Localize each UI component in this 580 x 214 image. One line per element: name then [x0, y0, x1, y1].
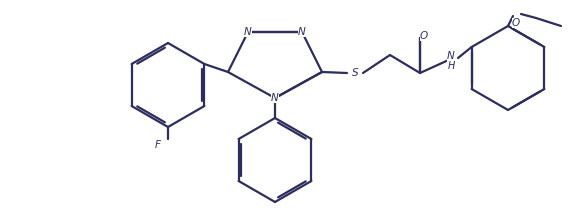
Text: N: N	[447, 51, 455, 61]
Text: O: O	[512, 18, 520, 28]
Text: F: F	[155, 140, 161, 150]
Text: O: O	[420, 31, 428, 41]
Text: S: S	[351, 68, 358, 78]
Text: N: N	[298, 27, 306, 37]
Text: H: H	[447, 61, 455, 71]
Text: N: N	[271, 93, 279, 103]
Text: N: N	[244, 27, 252, 37]
